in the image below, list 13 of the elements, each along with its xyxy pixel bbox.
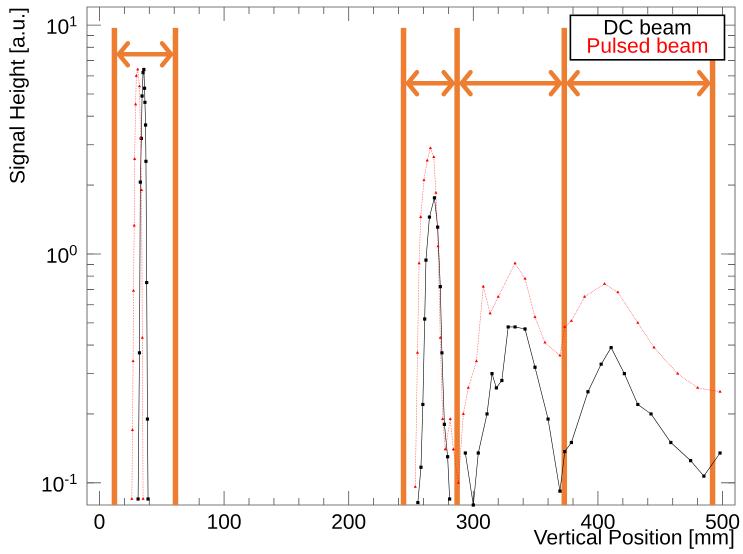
x-tick-label: 0 xyxy=(94,514,104,529)
text: Pulsed beam xyxy=(588,38,708,53)
x-tick-label: 500 xyxy=(706,514,740,529)
x-axis-title: Vertical Position [mm] xyxy=(534,529,734,549)
x-tick-label: 200 xyxy=(332,514,366,529)
x-tick-label: 400 xyxy=(580,514,615,529)
y-tick-label: 10$^{1}$ xyxy=(48,16,77,34)
x-tick-label: 300 xyxy=(456,514,490,529)
y-tick-label: 10$^{-1}$ xyxy=(42,474,77,492)
text: DC beam xyxy=(604,19,690,35)
y-axis-title: Signal Height [a.u.] xyxy=(9,8,29,184)
y-tick-label: 10$^{0}$ xyxy=(48,245,77,263)
x-tick-label: 100 xyxy=(208,514,241,529)
